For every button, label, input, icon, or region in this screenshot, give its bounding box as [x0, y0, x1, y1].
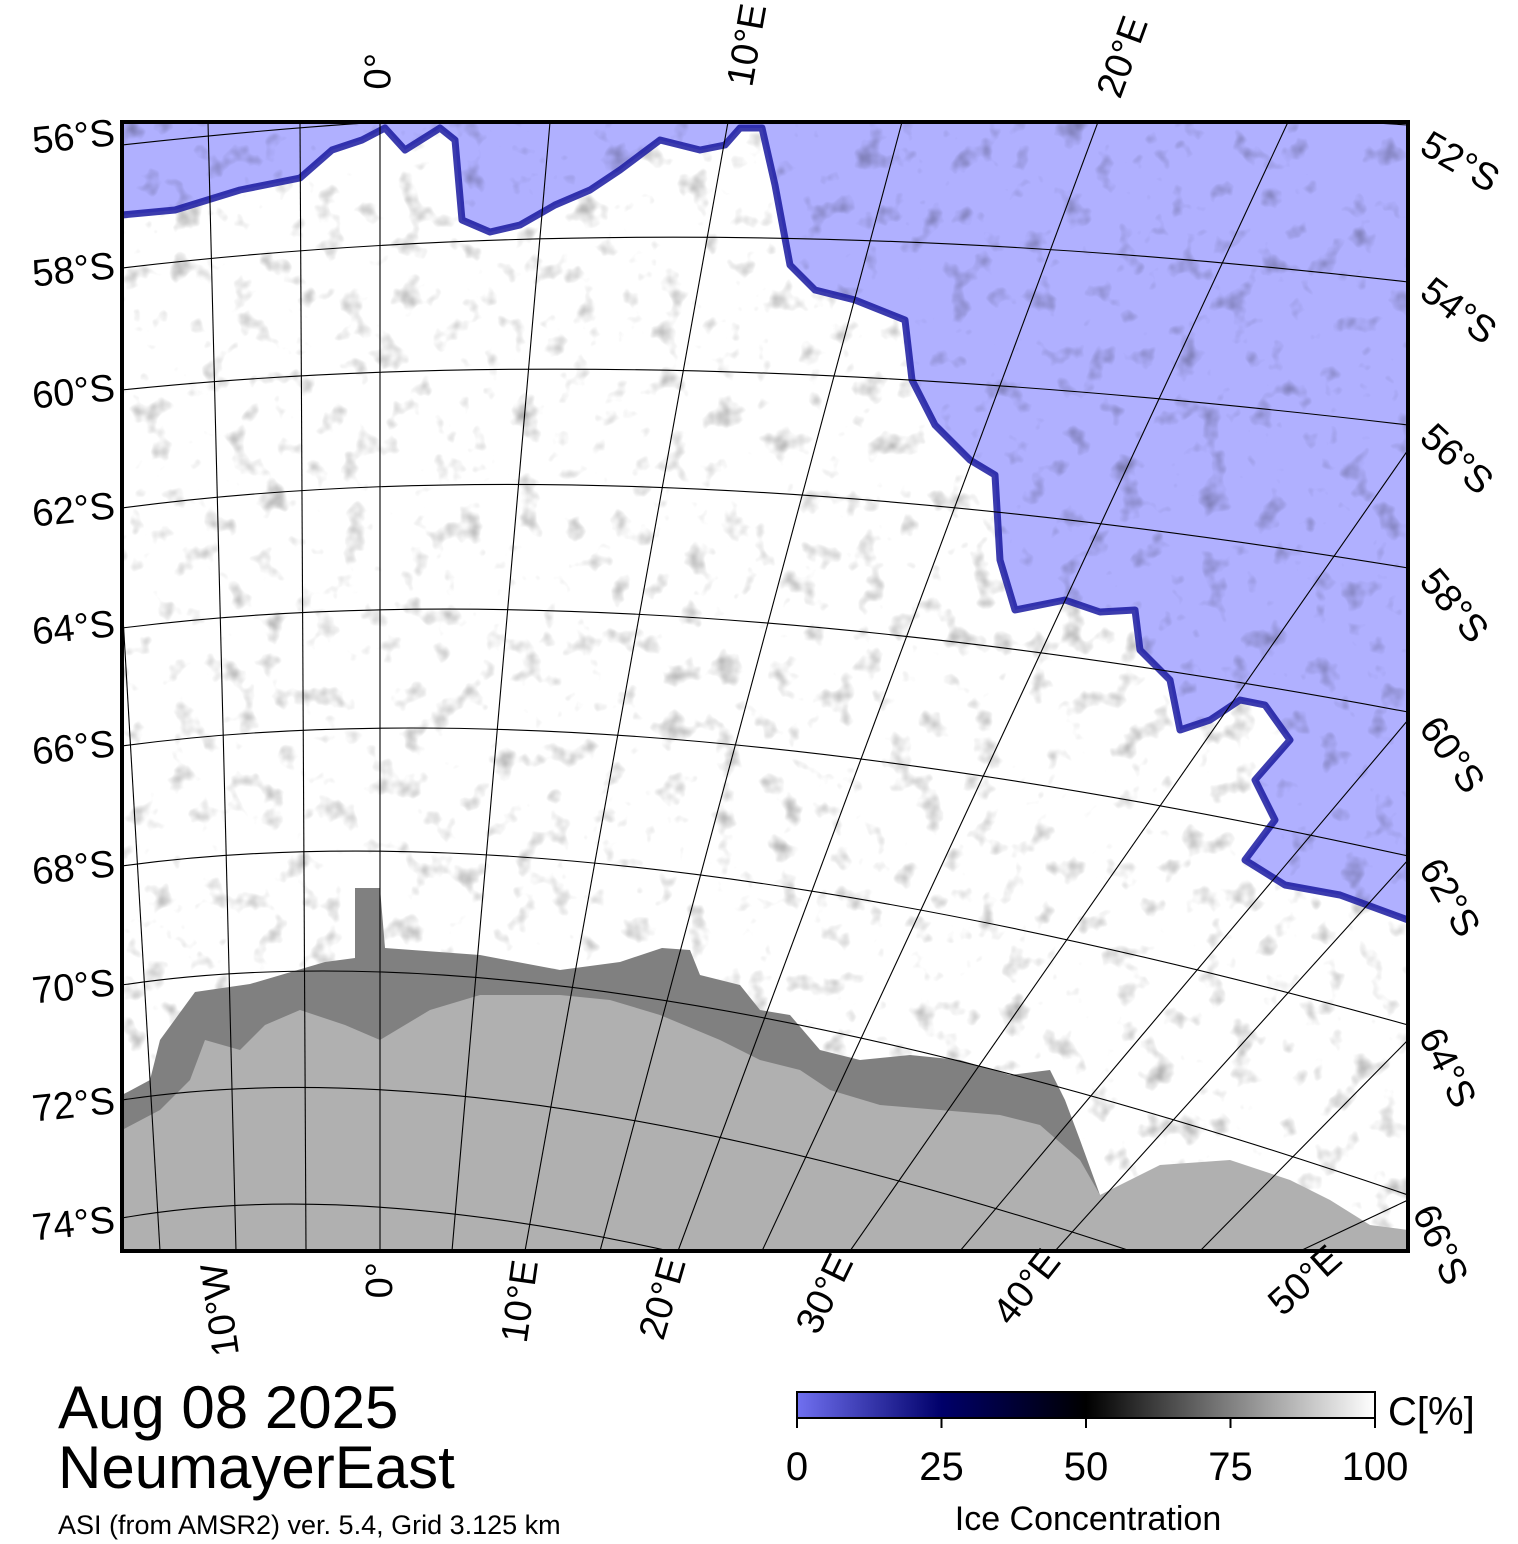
colorbar-gradient: [796, 1391, 1376, 1419]
lat-label-54s: 54°S: [1413, 270, 1504, 353]
latitude-line: [122, 970, 1408, 1196]
top-longitude-labels: 0° 10°E 20°E: [357, 1, 1157, 103]
antarctic-land: [122, 995, 1408, 1251]
lon-label-30e: 30°E: [788, 1248, 862, 1341]
lat-label-56s-right: 56°S: [1412, 416, 1501, 503]
lon-label-0-bottom: 0°: [359, 1262, 401, 1298]
graticule: [122, 122, 1408, 1251]
region-name: NeumayerEast: [58, 1434, 455, 1501]
right-latitude-labels: 52°S 54°S 56°S 58°S 60°S 62°S 64°S 66°S: [1404, 123, 1506, 1291]
map-frame: [120, 120, 1410, 1253]
meridian-line: [451, 122, 551, 1251]
meridian-line: [761, 122, 1289, 1251]
meridian-line: [599, 122, 903, 1251]
bottom-longitude-labels: 10°W 0° 10°E 20°E 30°E 40°E 50°E: [193, 1237, 1350, 1359]
meridian-line: [524, 122, 729, 1251]
meridian-line: [849, 449, 1408, 1251]
meridian-line: [1199, 1039, 1408, 1251]
lon-label-10w: 10°W: [193, 1261, 248, 1359]
meridian-line: [959, 719, 1408, 1251]
lat-label-58s-right: 58°S: [1411, 561, 1496, 651]
meridian-line: [1054, 859, 1408, 1251]
meridian-line: [122, 599, 161, 1251]
lat-label-66s-right: 66°S: [1404, 1199, 1476, 1292]
lat-label-60s-right: 60°S: [1411, 709, 1493, 801]
meridian-line: [207, 122, 237, 1251]
colorbar-tick-label-100: 100: [1342, 1445, 1409, 1489]
meridian-line: [299, 122, 307, 1251]
latitude-line: [122, 368, 1408, 426]
lon-label-40e: 40°E: [985, 1242, 1069, 1333]
map-date: Aug 08 2025: [58, 1374, 399, 1441]
colorbar: 0 25 50 75 100 C[%] Ice Concentration: [786, 1390, 1475, 1538]
colorbar-unit: C[%]: [1388, 1390, 1475, 1434]
latitude-line: [122, 727, 1408, 857]
lon-label-10e-bottom: 10°E: [494, 1257, 547, 1345]
lat-label-70s: 70°S: [30, 962, 117, 1012]
lat-label-72s: 72°S: [30, 1080, 117, 1130]
lat-label-68s: 68°S: [30, 843, 117, 893]
lon-label-10e-top: 10°E: [720, 1, 776, 90]
left-latitude-labels: 56°S 58°S 60°S 62°S 64°S 66°S 68°S 70°S …: [30, 112, 117, 1249]
latitude-line: [122, 236, 1408, 283]
lon-label-20e-top: 20°E: [1089, 11, 1157, 103]
colorbar-title: Ice Concentration: [955, 1500, 1222, 1538]
colorbar-tick-label-50: 50: [1064, 1445, 1109, 1489]
colorbar-tick-label-25: 25: [919, 1445, 964, 1489]
latitude-line: [122, 122, 1408, 146]
meridian-line: [1299, 1199, 1408, 1251]
lat-label-58s: 58°S: [30, 245, 117, 295]
meridian-line: [677, 122, 1099, 1251]
lat-label-64s: 64°S: [30, 603, 117, 653]
colorbar-tick-label-75: 75: [1208, 1445, 1253, 1489]
lon-label-20e-bottom: 20°E: [631, 1253, 694, 1344]
lat-label-66s: 66°S: [30, 723, 117, 773]
lat-label-64s-right: 64°S: [1410, 1022, 1484, 1115]
lon-label-0-top: 0°: [357, 53, 400, 91]
lat-label-52s: 52°S: [1414, 123, 1507, 201]
latitude-line: [122, 1086, 1133, 1251]
lat-label-74s: 74°S: [30, 1199, 117, 1249]
latitude-line: [122, 850, 1408, 1026]
marginal-ice-zone: [122, 124, 1408, 924]
lat-label-62s-right: 62°S: [1410, 852, 1488, 945]
lat-label-56s: 56°S: [30, 112, 117, 162]
map-panel: [122, 122, 1408, 1251]
colorbar-tick-label-0: 0: [786, 1445, 808, 1489]
lat-label-62s: 62°S: [30, 485, 117, 535]
data-source-credits: ASI (from AMSR2) ver. 5.4, Grid 3.125 km: [58, 1510, 561, 1540]
lat-label-60s: 60°S: [30, 367, 117, 417]
latitude-line: [122, 608, 1408, 713]
latitude-line: [122, 483, 1408, 569]
